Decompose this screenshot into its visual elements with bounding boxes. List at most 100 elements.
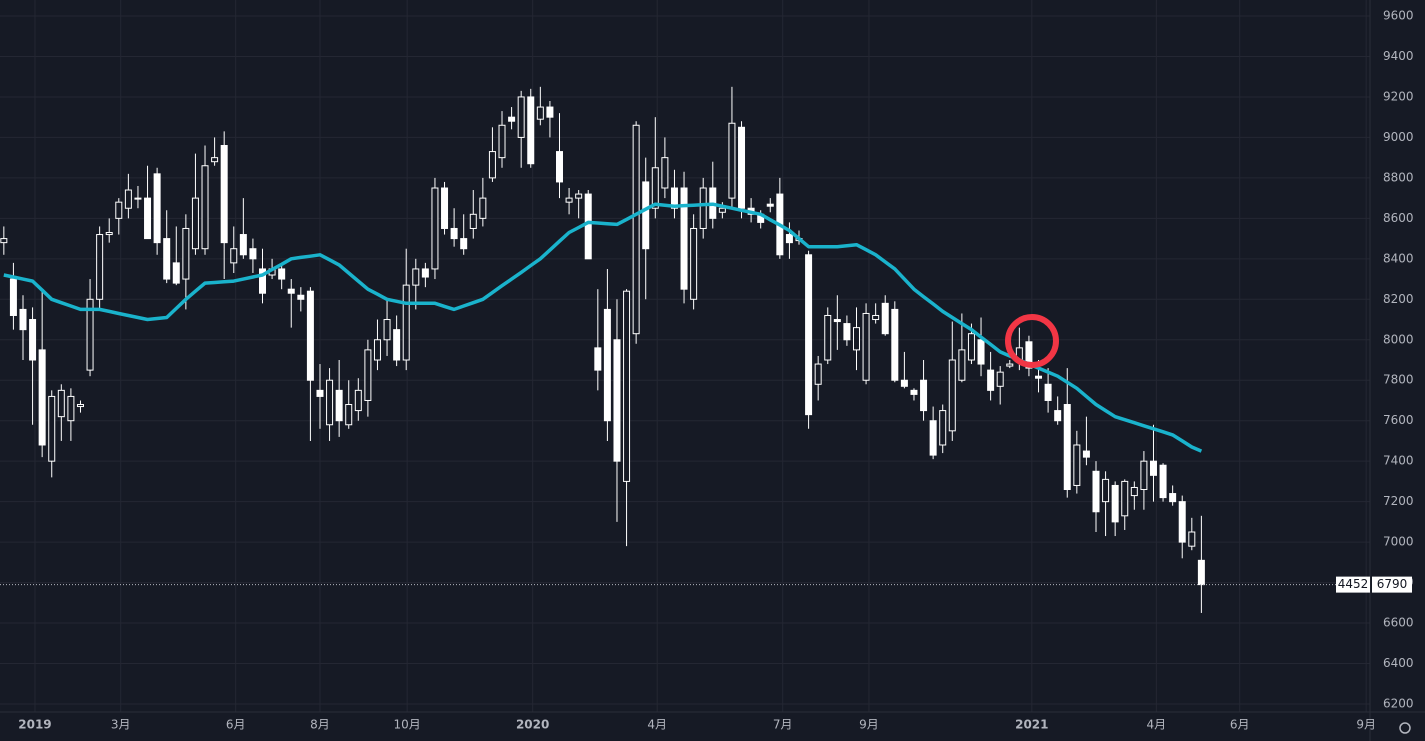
x-tick-label: 9月: [859, 718, 879, 732]
candle-body: [575, 193, 583, 199]
candle-body: [335, 389, 343, 422]
candle-body: [105, 232, 113, 236]
x-tick-label: 2020: [516, 718, 549, 732]
candle-body: [1188, 531, 1196, 547]
candle-body: [680, 187, 688, 290]
candle-body: [373, 339, 381, 361]
candle-body: [766, 203, 774, 207]
candle-body: [632, 124, 640, 335]
candle-body: [354, 389, 362, 412]
candle-body: [872, 314, 880, 321]
candle-body: [67, 395, 75, 422]
candle-body: [431, 187, 439, 270]
candle-body: [517, 96, 525, 138]
candle-body: [785, 234, 793, 244]
candle-body: [19, 308, 27, 331]
x-tick-label: 2019: [18, 718, 51, 732]
candle-body: [287, 288, 295, 294]
candle-body: [536, 106, 544, 120]
candle-body: [1025, 341, 1033, 369]
candle-body: [565, 197, 573, 203]
candle-body: [862, 312, 870, 381]
candle-body: [1130, 486, 1138, 497]
candle-body: [144, 197, 152, 240]
candle-body: [498, 124, 506, 159]
candle-body: [508, 116, 516, 122]
candle-body: [316, 389, 324, 397]
y-tick-label: 7800: [1383, 373, 1414, 387]
x-tick-label: 3月: [111, 718, 131, 732]
candle-body: [584, 193, 592, 260]
candle-body: [728, 122, 736, 199]
candle-body: [699, 187, 707, 229]
candle-body: [661, 157, 669, 189]
candle-body: [613, 339, 621, 462]
candle-body: [76, 404, 84, 408]
candle-body: [86, 298, 94, 371]
highlight-circle: [1005, 314, 1059, 368]
y-tick-label: 6600: [1383, 616, 1414, 630]
candle-body: [57, 389, 65, 418]
candle-body: [852, 327, 860, 351]
candle-body: [9, 278, 17, 316]
y-tick-label: 6200: [1383, 697, 1414, 711]
candle-body: [603, 308, 611, 422]
candle-body: [153, 173, 161, 244]
last-price-box: [1372, 576, 1412, 593]
candle-body: [900, 379, 908, 387]
x-tick-label: 8月: [310, 718, 330, 732]
candle-body: [220, 145, 228, 244]
plot: [0, 86, 1205, 613]
moving-average-line: [3, 202, 1203, 453]
y-tick-label: 7000: [1383, 535, 1414, 549]
candle-body: [0, 238, 8, 244]
y-tick-label: 7600: [1383, 413, 1414, 427]
y-tick-label: 8400: [1383, 251, 1414, 265]
candle-body: [1102, 478, 1110, 503]
x-tick-label: 10月: [394, 718, 421, 732]
candle-body: [958, 349, 966, 381]
candle-body: [469, 213, 477, 229]
candle-body: [479, 197, 487, 219]
x-tick-label: 7月: [773, 718, 793, 732]
candle-body: [738, 126, 746, 209]
candle-body: [421, 268, 429, 278]
candle-body: [594, 347, 602, 371]
candle-body: [987, 369, 995, 391]
candle-body: [1006, 363, 1014, 367]
y-tick-label: 9600: [1383, 9, 1414, 23]
candle-body: [239, 234, 247, 256]
candle-body: [977, 339, 985, 365]
x-tick-label: 9月: [1356, 718, 1376, 732]
candle-body: [929, 420, 937, 456]
candle-body: [306, 290, 314, 381]
candle-body: [182, 227, 190, 280]
side-label: 4452: [1338, 577, 1369, 591]
candle-body: [824, 314, 832, 361]
candle-body: [211, 157, 219, 163]
candle-body: [115, 201, 123, 219]
candle-body: [805, 254, 813, 416]
candle-body: [134, 197, 142, 200]
y-tick-label: 9000: [1383, 130, 1414, 144]
candle-body: [690, 227, 698, 300]
candle-body: [967, 333, 975, 361]
candle-body: [96, 234, 104, 300]
candle-body: [939, 410, 947, 446]
candle-body: [38, 349, 46, 446]
candle-body: [1063, 404, 1071, 491]
y-tick-label: 8000: [1383, 332, 1414, 346]
y-tick-label: 6400: [1383, 656, 1414, 670]
settings-icon[interactable]: [1399, 722, 1411, 734]
candle-body: [201, 165, 209, 250]
candle-body: [1140, 460, 1148, 491]
candle-body: [623, 290, 631, 482]
candle-body: [345, 404, 353, 426]
x-tick-label: 6月: [1230, 718, 1250, 732]
y-tick-label: 7200: [1383, 494, 1414, 508]
candle-body: [1159, 464, 1167, 499]
candle-body: [881, 302, 889, 335]
